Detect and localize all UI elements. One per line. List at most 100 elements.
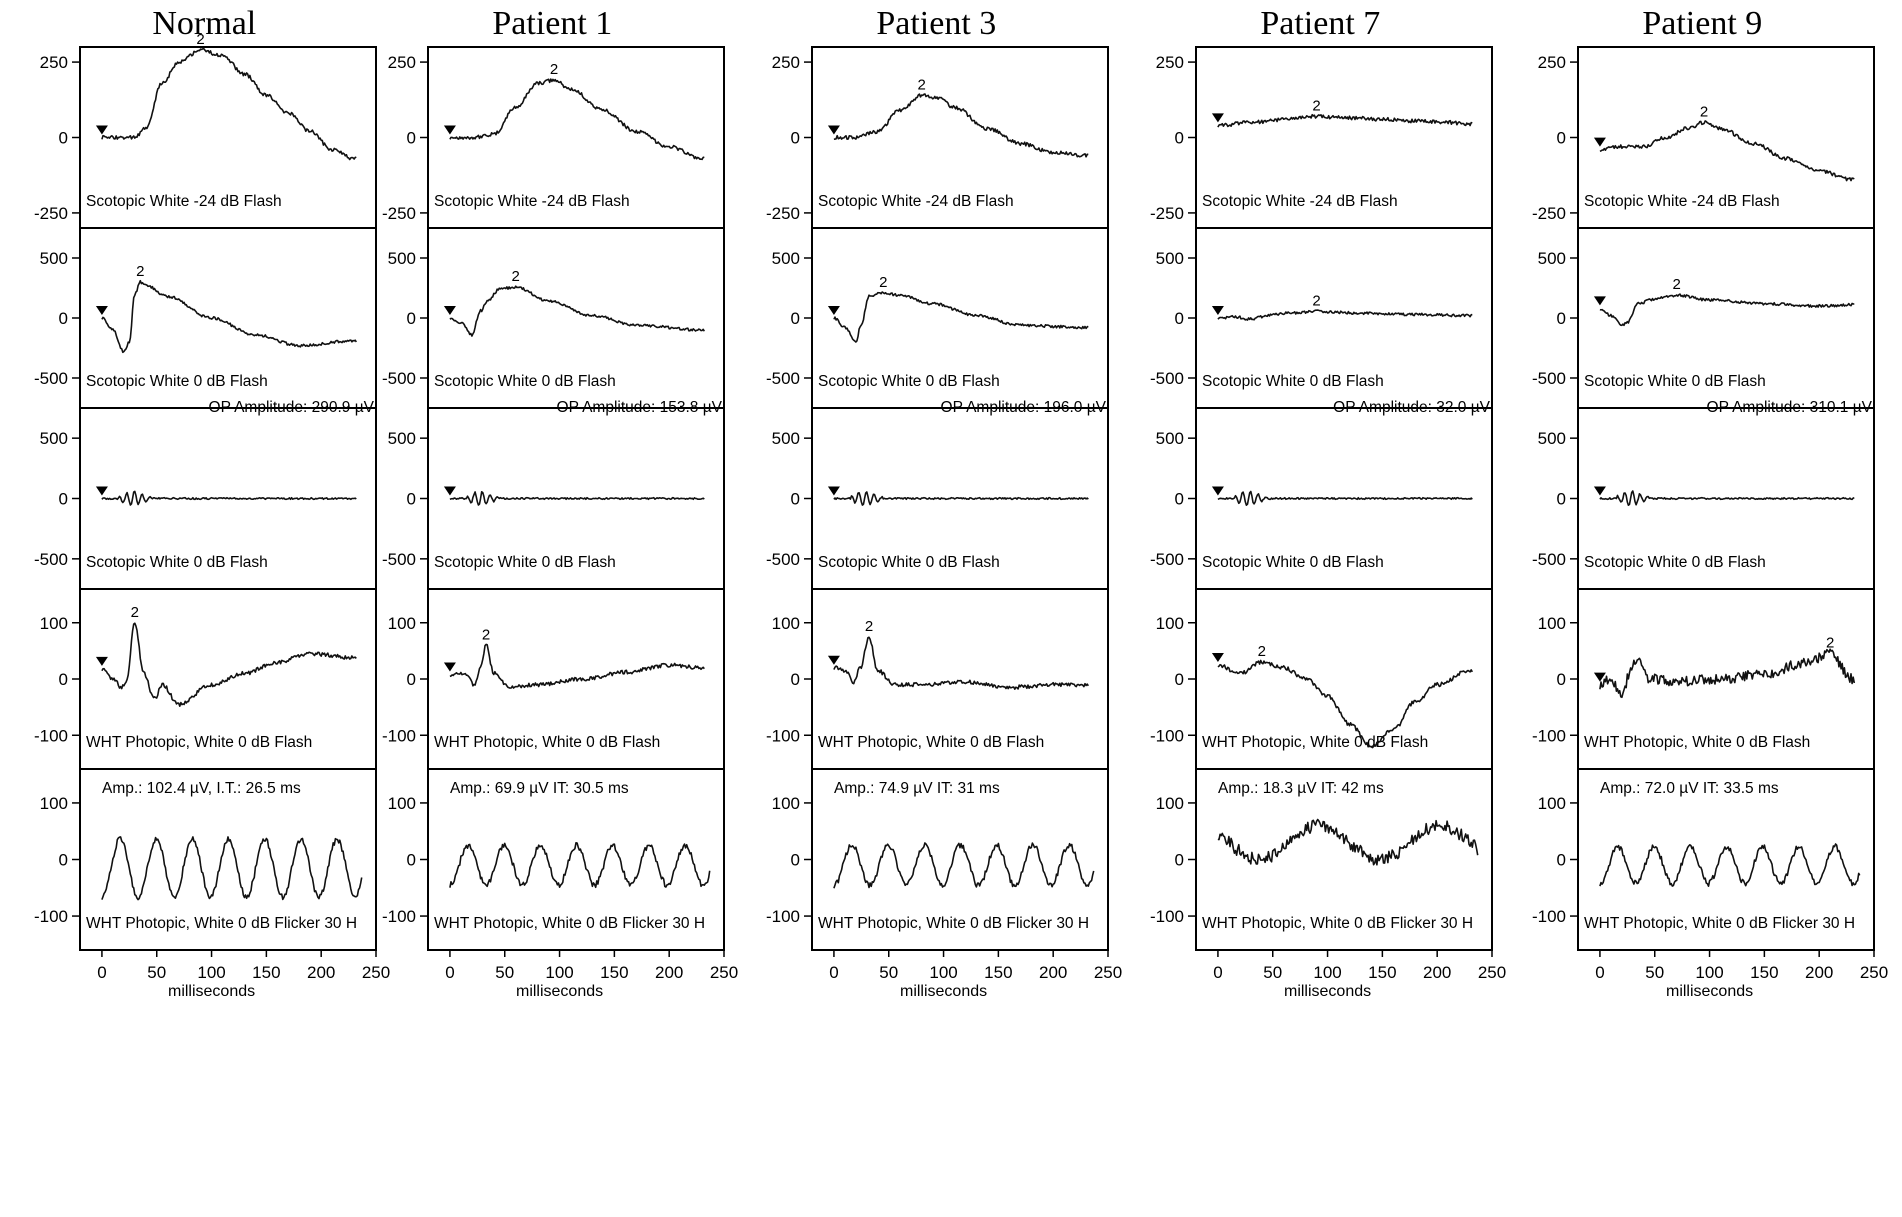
x-axis-label-2: milliseconds: [900, 983, 987, 1000]
y-tick-label: 0: [407, 670, 416, 689]
y-tick-label: 100: [388, 794, 416, 813]
y-tick-label: 0: [1175, 309, 1184, 328]
x-tick-label: 200: [1805, 963, 1833, 982]
y-tick-label: -100: [766, 907, 800, 926]
panel-label-row-0: Scotopic White -24 dB Flash: [818, 193, 1014, 210]
y-tick-label: -250: [1532, 204, 1566, 223]
y-tick-label: 250: [1538, 53, 1566, 72]
y-tick-label: 100: [40, 614, 68, 633]
op-amplitude-text-4: OP Amplitude: 310.1 µV: [1707, 399, 1873, 416]
y-tick-label: -500: [1532, 369, 1566, 388]
flicker-amplitude-text-1: Amp.: 69.9 µV IT: 30.5 ms: [450, 780, 629, 797]
y-tick-label: -100: [382, 726, 416, 745]
panel-label-row-1: Scotopic White 0 dB Flash: [1584, 373, 1766, 390]
x-tick-label: 200: [1423, 963, 1451, 982]
y-tick-label: -100: [34, 726, 68, 745]
peak-label-b-wave: 2: [482, 626, 490, 643]
x-axis-label-3: milliseconds: [1284, 983, 1371, 1000]
peak-label-b-wave: 2: [879, 274, 887, 291]
panel-label-row-2: Scotopic White 0 dB Flash: [434, 554, 616, 571]
peak-label-b-wave: 2: [550, 61, 558, 78]
peak-label-b-wave: 2: [1312, 292, 1320, 309]
y-tick-label: 500: [1156, 429, 1184, 448]
y-tick-label: 0: [59, 670, 68, 689]
stimulus-marker-icon: [1211, 113, 1224, 123]
x-tick-label: 50: [879, 963, 898, 982]
y-tick-label: 0: [1175, 129, 1184, 148]
x-tick-label: 0: [1595, 963, 1604, 982]
panel-label-row-4: WHT Photopic, White 0 dB Flicker 30 H: [434, 915, 705, 932]
y-tick-label: -500: [34, 550, 68, 569]
x-tick-label: 200: [307, 963, 335, 982]
x-tick-label: 100: [1313, 963, 1341, 982]
y-tick-label: 0: [1175, 851, 1184, 870]
trace-row-0-col-1: [449, 78, 705, 161]
x-tick-label: 50: [1263, 963, 1282, 982]
trace-row-2-col-4: [1599, 490, 1855, 506]
x-tick-label: 100: [545, 963, 573, 982]
panel-label-row-4: WHT Photopic, White 0 dB Flicker 30 H: [86, 915, 357, 932]
peak-label-b-wave: 2: [1258, 643, 1266, 660]
y-tick-label: -500: [382, 369, 416, 388]
stimulus-marker-icon: [95, 486, 108, 496]
y-tick-label: -100: [766, 726, 800, 745]
y-tick-label: 0: [407, 851, 416, 870]
panel-label-row-0: Scotopic White -24 dB Flash: [434, 193, 630, 210]
y-tick-label: -500: [766, 369, 800, 388]
x-tick-label: 50: [147, 963, 166, 982]
peak-label-b-wave: 2: [196, 31, 204, 48]
peak-label-b-wave: 2: [865, 618, 873, 635]
panel-label-row-3: WHT Photopic, White 0 dB Flash: [818, 734, 1044, 751]
y-tick-label: 0: [791, 309, 800, 328]
y-tick-label: 0: [407, 490, 416, 509]
stimulus-marker-icon: [1211, 486, 1224, 496]
y-tick-label: 100: [1156, 794, 1184, 813]
trace-row-1-col-2: [833, 291, 1089, 343]
y-tick-label: 0: [791, 490, 800, 509]
x-tick-label: 0: [445, 963, 454, 982]
y-tick-label: 500: [388, 429, 416, 448]
panel-label-row-1: Scotopic White 0 dB Flash: [1202, 373, 1384, 390]
y-tick-label: -500: [1150, 550, 1184, 569]
stimulus-marker-icon: [827, 486, 840, 496]
y-tick-label: 500: [772, 249, 800, 268]
peak-label-b-wave: 2: [512, 268, 520, 285]
panel-label-row-3: WHT Photopic, White 0 dB Flash: [434, 734, 660, 751]
y-tick-label: 0: [1175, 670, 1184, 689]
column-title-4: Patient 9: [1642, 5, 1762, 42]
stimulus-marker-icon: [827, 655, 840, 665]
y-tick-label: 0: [1557, 490, 1566, 509]
y-tick-label: -100: [382, 907, 416, 926]
peak-label-b-wave: 2: [136, 263, 144, 280]
peak-label-b-wave: 2: [1700, 103, 1708, 120]
x-tick-label: 150: [1368, 963, 1396, 982]
y-tick-label: -500: [1532, 550, 1566, 569]
x-tick-label: 250: [362, 963, 390, 982]
y-tick-label: 500: [1156, 249, 1184, 268]
y-tick-label: -100: [1532, 726, 1566, 745]
trace-row-1-col-4: [1599, 293, 1855, 327]
y-tick-label: -100: [1150, 726, 1184, 745]
y-tick-label: -250: [34, 204, 68, 223]
op-amplitude-text-0: OP Amplitude: 290.9 µV: [209, 399, 375, 416]
column-title-3: Patient 7: [1260, 5, 1380, 42]
trace-row-0-col-4: [1599, 120, 1855, 182]
stimulus-marker-icon: [1593, 296, 1606, 306]
y-tick-label: 100: [388, 614, 416, 633]
x-axis-label-0: milliseconds: [168, 983, 255, 1000]
y-tick-label: -250: [766, 204, 800, 223]
peak-label-b-wave: 2: [1672, 276, 1680, 293]
panel-label-row-2: Scotopic White 0 dB Flash: [818, 554, 1000, 571]
x-axis-label-1: milliseconds: [516, 983, 603, 1000]
trace-row-0-col-2: [833, 93, 1089, 158]
x-tick-label: 50: [1645, 963, 1664, 982]
flicker-amplitude-text-0: Amp.: 102.4 µV, I.T.: 26.5 ms: [102, 780, 301, 797]
peak-label-b-wave: 2: [1312, 97, 1320, 114]
panel-label-row-1: Scotopic White 0 dB Flash: [86, 373, 268, 390]
x-tick-label: 250: [1478, 963, 1506, 982]
y-tick-label: 0: [791, 129, 800, 148]
column-title-2: Patient 3: [876, 5, 996, 42]
stimulus-marker-icon: [1211, 652, 1224, 662]
trace-row-1-col-3: [1217, 309, 1473, 321]
stimulus-marker-icon: [1211, 306, 1224, 315]
